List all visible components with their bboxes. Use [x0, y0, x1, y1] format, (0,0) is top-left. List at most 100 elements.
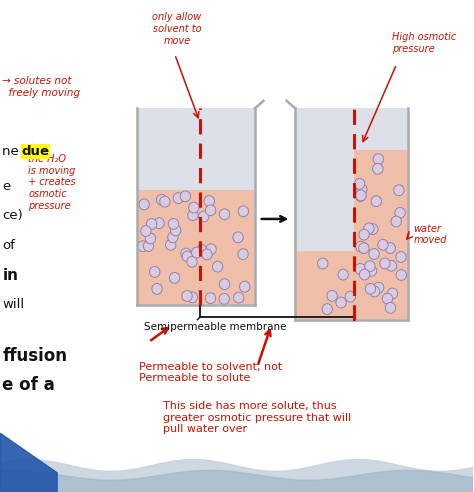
Circle shape	[234, 292, 244, 303]
Circle shape	[154, 218, 164, 229]
Circle shape	[369, 248, 379, 259]
Circle shape	[205, 205, 216, 215]
Circle shape	[364, 223, 374, 234]
Text: High osmotic
pressure: High osmotic pressure	[392, 32, 456, 54]
Bar	[137, 108, 255, 305]
Circle shape	[202, 249, 212, 260]
Circle shape	[356, 190, 366, 201]
Circle shape	[156, 194, 167, 205]
Text: Semipermeable membrane: Semipermeable membrane	[144, 322, 286, 332]
Bar	[354, 150, 408, 319]
Circle shape	[356, 190, 366, 201]
Circle shape	[365, 261, 375, 272]
Text: only allow
solvent to
move: only allow solvent to move	[153, 12, 202, 45]
Circle shape	[143, 241, 154, 251]
Circle shape	[165, 240, 176, 250]
Circle shape	[345, 291, 356, 302]
Circle shape	[394, 185, 404, 196]
Circle shape	[137, 241, 148, 251]
Circle shape	[336, 297, 346, 308]
Text: ne: ne	[2, 145, 23, 158]
Circle shape	[356, 241, 366, 252]
Circle shape	[168, 218, 179, 229]
Circle shape	[396, 270, 407, 280]
Circle shape	[391, 216, 401, 227]
Circle shape	[385, 243, 395, 253]
Circle shape	[206, 244, 216, 255]
Circle shape	[219, 294, 229, 305]
Circle shape	[322, 304, 332, 314]
Circle shape	[369, 286, 380, 297]
Circle shape	[238, 249, 248, 260]
Circle shape	[396, 251, 406, 262]
Text: water
moved: water moved	[413, 224, 447, 246]
Circle shape	[374, 282, 384, 293]
Circle shape	[233, 232, 243, 243]
Text: due: due	[21, 145, 49, 158]
Circle shape	[187, 256, 197, 267]
Circle shape	[171, 225, 181, 236]
Text: ce): ce)	[2, 209, 23, 222]
Circle shape	[145, 233, 155, 244]
Circle shape	[385, 303, 396, 313]
Text: e of a: e of a	[2, 376, 55, 395]
Text: in: in	[2, 268, 18, 283]
Circle shape	[366, 265, 377, 276]
Circle shape	[327, 290, 337, 301]
Circle shape	[395, 208, 405, 218]
Circle shape	[149, 267, 160, 277]
Circle shape	[387, 288, 398, 299]
Circle shape	[182, 251, 192, 262]
Circle shape	[182, 291, 192, 302]
Bar	[295, 108, 409, 320]
Circle shape	[318, 258, 328, 269]
Text: This side has more solute, thus
greater osmotic pressure that will
pull water ov: This side has more solute, thus greater …	[163, 401, 351, 434]
Circle shape	[191, 247, 202, 258]
Circle shape	[141, 226, 151, 237]
Circle shape	[373, 163, 383, 174]
Text: e: e	[2, 180, 10, 192]
Circle shape	[146, 218, 157, 229]
Circle shape	[338, 269, 348, 280]
Circle shape	[357, 184, 367, 195]
Circle shape	[239, 281, 250, 292]
Circle shape	[238, 206, 248, 217]
Text: ↓
the H₂O
is moving
+ creates
osmotic
pressure: ↓ the H₂O is moving + creates osmotic pr…	[28, 143, 76, 211]
Circle shape	[199, 211, 209, 222]
Circle shape	[219, 209, 230, 219]
Bar	[296, 251, 354, 319]
Circle shape	[382, 293, 392, 304]
Text: Permeable to solvent, not
Permeable to solute: Permeable to solvent, not Permeable to s…	[139, 362, 283, 383]
Circle shape	[219, 279, 230, 290]
Circle shape	[359, 269, 370, 280]
Circle shape	[368, 224, 378, 235]
Circle shape	[359, 229, 369, 240]
Circle shape	[204, 196, 214, 207]
Circle shape	[169, 273, 180, 283]
Circle shape	[196, 245, 207, 255]
Circle shape	[160, 196, 170, 207]
Text: → solutes not
  freely moving: → solutes not freely moving	[2, 76, 81, 98]
Circle shape	[173, 193, 183, 204]
Circle shape	[139, 199, 149, 210]
Circle shape	[386, 260, 397, 271]
Circle shape	[189, 202, 199, 213]
Circle shape	[152, 283, 162, 294]
Circle shape	[359, 243, 369, 253]
Text: ffusion: ffusion	[2, 347, 67, 365]
Circle shape	[205, 293, 216, 304]
Circle shape	[371, 196, 382, 207]
Bar	[138, 190, 254, 304]
Circle shape	[168, 232, 178, 243]
Text: of: of	[2, 239, 15, 251]
Circle shape	[188, 210, 198, 220]
Text: will: will	[2, 298, 25, 310]
Circle shape	[355, 264, 365, 275]
Circle shape	[355, 179, 365, 189]
Circle shape	[212, 261, 223, 272]
Circle shape	[181, 248, 191, 259]
Circle shape	[365, 283, 375, 294]
Circle shape	[180, 191, 191, 202]
Circle shape	[378, 239, 388, 250]
Circle shape	[373, 154, 383, 164]
